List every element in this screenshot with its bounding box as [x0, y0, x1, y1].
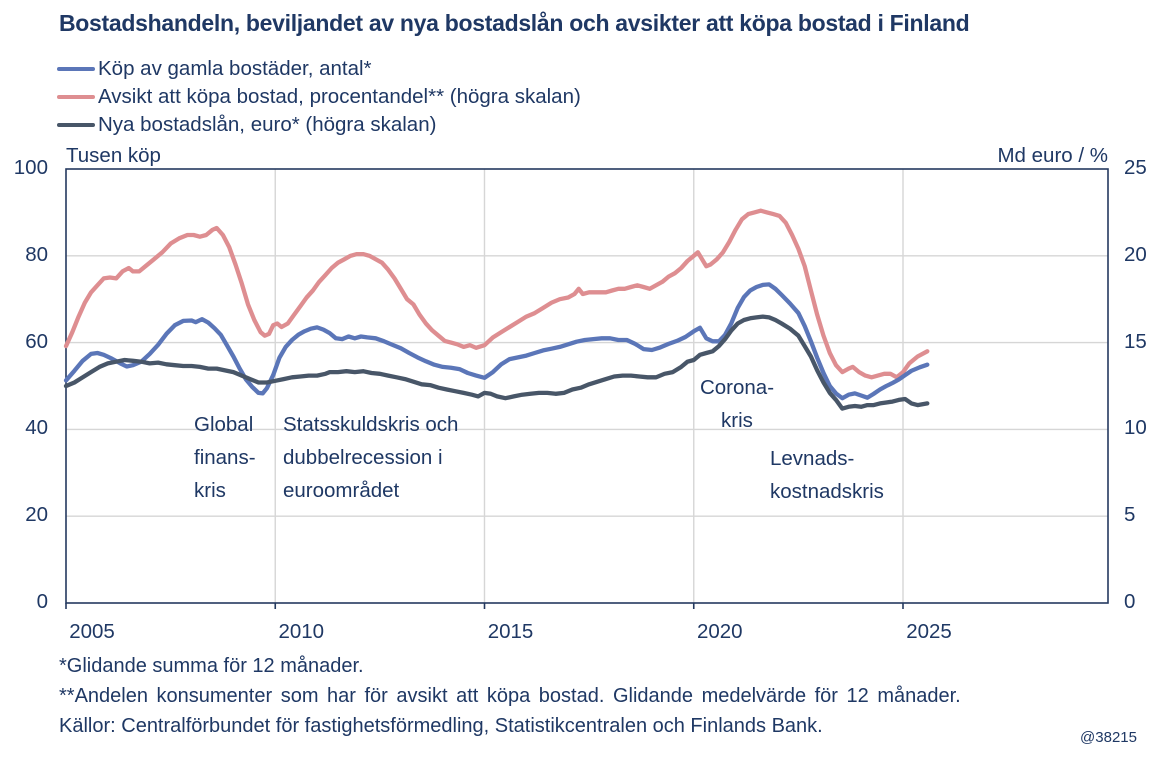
y-axis-right-tick-label: 20 [1124, 242, 1147, 266]
x-axis-tick-label: 2025 [906, 620, 952, 643]
y-axis-left-tick-label: 100 [13, 156, 48, 179]
annotation-line: euroområdet [283, 479, 400, 502]
left-axis-title: Tusen köp [66, 144, 161, 167]
footnote-line: Källor: Centralförbundet för fastighetsf… [59, 715, 823, 737]
annotation-global-financial-crisis: Global finans-kris [194, 408, 256, 507]
y-axis-left-tick-label: 20 [25, 503, 48, 527]
annotation-line: kris [194, 479, 226, 502]
y-axis-right-tick-label: 25 [1124, 156, 1147, 179]
annotation-line: Statsskuldskris och [283, 413, 459, 436]
y-axis-left-tick-label: 0 [36, 590, 48, 613]
annotation-line: Global [194, 413, 254, 436]
legend-label: Köp av gamla bostäder, antal* [98, 57, 372, 80]
y-axis-right-tick-label: 10 [1124, 416, 1147, 440]
y-axis-left-tick-label: 40 [25, 416, 48, 440]
annotation-corona-crisis: Corona-kris [697, 371, 777, 437]
legend-dash-icon [57, 94, 95, 100]
annotation-line: Levnads- [770, 447, 855, 470]
y-axis-left-tick-label: 60 [25, 329, 48, 353]
annotation-cost-of-living-crisis: Levnads-kostnadskris [770, 442, 884, 508]
watermark: @38215 [1080, 729, 1137, 746]
y-axis-left-tick-label: 80 [25, 242, 48, 266]
y-axis-right-tick-label: 5 [1124, 503, 1136, 527]
legend-row: Köp av gamla bostäder, antal* [57, 55, 581, 83]
footnote-line: **Andelen konsumenter som har för avsikt… [59, 685, 961, 707]
x-axis-tick-label: 2015 [487, 620, 534, 643]
x-axis-tick-label: 2005 [69, 620, 115, 643]
chart-title: Bostadshandeln, beviljandet av nya bosta… [59, 10, 970, 36]
annotation-line: dubbelrecession i [283, 446, 443, 469]
annotation-line: kris [721, 409, 753, 432]
legend-dash-icon [57, 66, 95, 72]
legend: Köp av gamla bostäder, antal* Avsikt att … [57, 55, 581, 139]
legend-row: Nya bostadslån, euro* (högra skalan) [57, 111, 581, 139]
x-axis-tick-label: 2020 [696, 620, 743, 643]
legend-row: Avsikt att köpa bostad, procentandel** (… [57, 83, 581, 111]
legend-label: Nya bostadslån, euro* (högra skalan) [98, 113, 437, 136]
annotation-line: Corona- [699, 376, 775, 399]
y-axis-right-tick-label: 15 [1124, 329, 1147, 353]
x-axis-tick-label: 2010 [278, 620, 325, 643]
y-axis-right-tick-label: 0 [1124, 590, 1136, 613]
series-line [63, 314, 930, 411]
series-line [63, 282, 930, 401]
legend-dash-icon [57, 122, 95, 128]
annotation-line: finans- [194, 446, 256, 469]
annotation-euro-debt-crisis: Statsskuldskris och dubbelrecession i euro… [283, 408, 458, 507]
right-axis-title: Md euro / % [997, 144, 1108, 167]
series-line [63, 208, 930, 380]
footnote-line: *Glidande summa för 12 månader. [59, 655, 364, 677]
legend-label: Avsikt att köpa bostad, procentandel** (… [98, 85, 581, 108]
annotation-line: kostnadskris [770, 480, 884, 503]
